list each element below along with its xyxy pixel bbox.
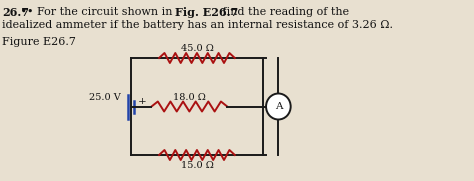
- Text: 25.0 V: 25.0 V: [90, 92, 121, 102]
- Text: 26.7: 26.7: [2, 7, 29, 18]
- Circle shape: [266, 94, 291, 119]
- Text: 18.0 Ω: 18.0 Ω: [173, 92, 206, 102]
- Text: idealized ammeter if the battery has an internal resistance of 3.26 Ω.: idealized ammeter if the battery has an …: [2, 20, 393, 30]
- Text: 45.0 Ω: 45.0 Ω: [181, 44, 213, 53]
- Text: Fig. E26.7: Fig. E26.7: [175, 7, 238, 18]
- Text: +: +: [138, 96, 147, 106]
- Text: A: A: [274, 102, 282, 111]
- Text: 15.0 Ω: 15.0 Ω: [181, 161, 213, 170]
- Text: Figure E26.7: Figure E26.7: [2, 37, 76, 47]
- Text: find the reading of the: find the reading of the: [219, 7, 349, 17]
- Text: •• For the circuit shown in: •• For the circuit shown in: [17, 7, 176, 17]
